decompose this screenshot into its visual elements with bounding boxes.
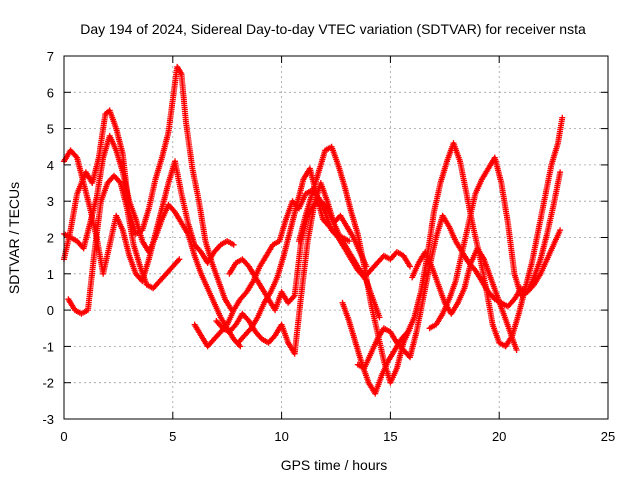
y-tick-label: 4 xyxy=(47,158,54,173)
x-tick-label: 5 xyxy=(169,429,176,444)
data-point-markers xyxy=(426,154,564,332)
series-track-4 xyxy=(65,172,183,317)
y-tick-label: 2 xyxy=(47,231,54,246)
y-tick-label: 6 xyxy=(47,85,54,100)
plot-frame xyxy=(63,55,609,420)
y-tick-label: -1 xyxy=(42,339,54,354)
data-point-markers xyxy=(354,212,564,372)
data-marks xyxy=(61,63,566,397)
data-point-markers xyxy=(65,172,183,317)
x-tick-label: 10 xyxy=(274,429,288,444)
y-tick-label: -3 xyxy=(42,412,54,427)
y-tick-label: 3 xyxy=(47,194,54,209)
data-point-markers xyxy=(235,165,353,346)
x-tick-label: 15 xyxy=(383,429,397,444)
series-track-13 xyxy=(409,245,520,353)
y-tick-label: 7 xyxy=(47,49,54,64)
series-track-9 xyxy=(296,143,413,386)
axes: 0 5 10 15 20 25 -3 -2 -1 0 1 2 3 4 5 6 7 xyxy=(42,49,615,444)
y-tick-label: 0 xyxy=(47,303,54,318)
x-axis-label: GPS time / hours xyxy=(281,457,388,473)
y-tick-label: 1 xyxy=(47,267,54,282)
series-track-11 xyxy=(354,212,564,372)
series-track-3 xyxy=(61,132,244,350)
data-point-markers xyxy=(213,180,383,357)
y-tick-label: 5 xyxy=(47,122,54,137)
chart-title: Day 194 of 2024, Sidereal Day-to-day VTE… xyxy=(80,21,586,37)
series-track-6 xyxy=(213,180,383,357)
data-point-markers xyxy=(61,132,244,350)
y-tick-label: -2 xyxy=(42,376,54,391)
data-point-markers xyxy=(296,143,413,386)
y-axis-label: SDTVAR / TECUs xyxy=(6,182,22,294)
x-tick-label: 20 xyxy=(492,429,506,444)
data-point-markers xyxy=(409,245,520,353)
series-track-12 xyxy=(426,154,564,332)
series-track-8 xyxy=(235,165,353,346)
x-tick-label: 25 xyxy=(601,429,615,444)
x-tick-label: 0 xyxy=(60,429,67,444)
